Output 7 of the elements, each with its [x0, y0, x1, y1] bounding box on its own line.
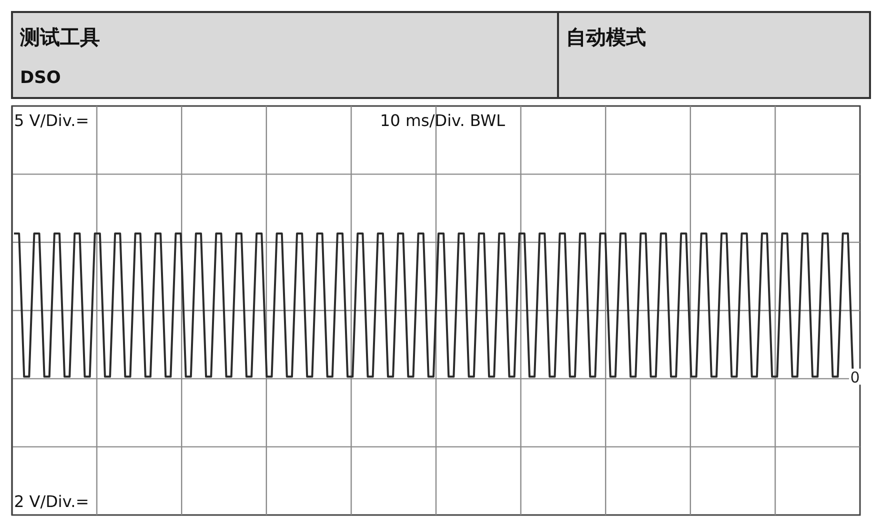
text: 2 V/Div.= — [14, 492, 90, 511]
text: 5 V/Div.= — [14, 111, 90, 130]
text: 10 ms/Div. BWL — [380, 111, 506, 130]
text: 自动模式 — [566, 25, 646, 49]
annotation: 0 — [850, 368, 860, 387]
chart-title: 测试工具 — [19, 25, 100, 49]
chart-subtitle: DSO — [20, 68, 61, 88]
